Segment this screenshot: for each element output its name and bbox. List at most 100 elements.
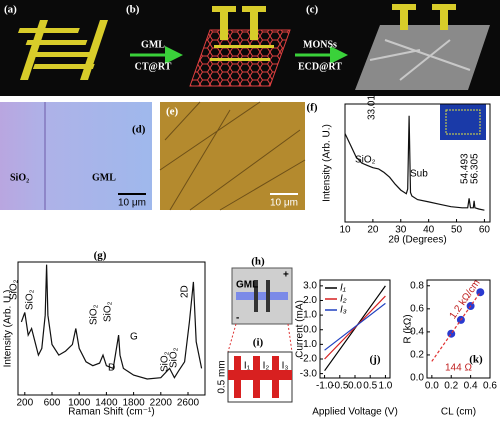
x-tick-label: 0.4 — [464, 381, 478, 392]
y-tick-label: -3.0 — [300, 368, 318, 379]
y-tick-label: 0.4 — [410, 327, 424, 338]
x-tick-label: 200 — [16, 398, 33, 409]
legend-label: I₂ — [340, 294, 347, 305]
electrode — [272, 356, 279, 398]
x-tick-label: 0.2 — [444, 381, 458, 392]
x-tick-label: 1800 — [122, 398, 145, 409]
y-tick-label: 1.0 — [303, 310, 317, 321]
x-axis-label: Raman Shift (cm⁻¹) — [68, 407, 154, 418]
panel-label: (g) — [94, 250, 107, 262]
region-label: SiO₂ — [10, 172, 29, 183]
inset-outline — [445, 109, 481, 135]
x-tick-label: 40 — [423, 225, 435, 236]
annotation: G — [130, 332, 138, 343]
x-tick-label: 2600 — [177, 398, 200, 409]
panel-label: (d) — [132, 124, 146, 136]
arrow-label: CT@RT — [135, 61, 172, 72]
current-label: I₂ — [263, 361, 270, 372]
x-axis-label: CL (cm) — [441, 407, 476, 418]
annotation: 2D — [180, 285, 191, 298]
current-label: I₃ — [282, 361, 289, 372]
graphene-b — [189, 6, 291, 87]
y-axis-label: Intensity (Arb. U.) — [322, 124, 333, 202]
panel-label: (c) — [306, 4, 319, 16]
zoom-line — [227, 323, 237, 353]
current-label: I₁ — [244, 361, 251, 372]
y-tick-label: 3.0 — [303, 280, 317, 291]
x-tick-label: 30 — [395, 225, 407, 236]
data-point — [447, 329, 456, 338]
electrode — [234, 356, 241, 398]
x-tick-label: 50 — [451, 225, 463, 236]
arrow-label: ECD@RT — [298, 61, 342, 72]
contact — [266, 280, 270, 312]
scale-label: 10 μm — [270, 198, 298, 209]
annotation: SiO₂ — [89, 304, 100, 325]
electrode-a — [17, 20, 108, 80]
annotation: SiO₂ — [355, 155, 376, 166]
texture — [159, 101, 306, 211]
data-line — [344, 115, 485, 211]
annotation: SiO₂ — [25, 289, 36, 310]
data-line — [324, 302, 386, 351]
scale-label: 0.5 mm — [217, 360, 228, 393]
annotation: Sub — [410, 169, 428, 180]
legend-label: I₃ — [340, 305, 347, 316]
panel-label: (i) — [253, 337, 264, 349]
x-tick-label: 60 — [479, 225, 491, 236]
y-tick-label: 0.0 — [303, 324, 317, 335]
y-tick-label: 2.0 — [303, 295, 317, 306]
optical-image — [0, 102, 152, 210]
x-tick-label: 20 — [367, 225, 379, 236]
annotation: D — [108, 363, 115, 374]
terminal: + — [283, 270, 289, 281]
y-tick-label: 0.8 — [410, 280, 424, 291]
y-axis-label: R (kΩ) — [403, 314, 414, 343]
annotation: SiO₂ — [160, 351, 171, 372]
annotation: 144 Ω — [445, 363, 472, 374]
zoom-line — [287, 323, 293, 353]
optical-image — [160, 102, 305, 210]
x-tick-label: 0.6 — [483, 381, 497, 392]
panel-label: (a) — [4, 4, 17, 16]
electrode — [253, 356, 260, 398]
region-label: GML — [92, 172, 116, 183]
x-tick-label: 10 — [339, 225, 351, 236]
y-tick-label: -2.0 — [300, 354, 318, 365]
annotation: SiO₂ — [169, 347, 180, 368]
x-tick-label: 2200 — [150, 398, 173, 409]
device-label: GML — [236, 280, 258, 291]
y-axis-label: Current (mA) — [295, 300, 306, 358]
annotation: 54.493 — [460, 153, 471, 184]
x-tick-label: 1000 — [68, 398, 91, 409]
x-tick-label: 0.0 — [348, 381, 362, 392]
annotation: 33.01 — [367, 95, 378, 120]
annotation: 56.305 — [470, 153, 481, 184]
legend-label: I₁ — [340, 283, 346, 294]
data-line — [20, 264, 203, 380]
sem-c — [355, 4, 490, 90]
plot-frame — [426, 279, 491, 379]
annotation: SiO₂ — [9, 279, 20, 300]
y-axis-label: Intensity (Arb. U.) — [3, 290, 14, 368]
plot-frame — [17, 261, 206, 396]
panel-label: (f) — [307, 102, 318, 114]
x-tick-label: 0.0 — [425, 381, 439, 392]
terminal: - — [236, 313, 239, 324]
x-tick-label: -0.5 — [331, 381, 349, 392]
annotation: SiO₂ — [103, 301, 114, 322]
x-tick-label: 0.5 — [363, 381, 377, 392]
gml-strip — [236, 292, 288, 300]
data-line — [431, 291, 481, 362]
x-tick-label: -1.0 — [316, 381, 334, 392]
y-tick-label: 0.2 — [410, 350, 424, 361]
y-tick-label: 0.0 — [410, 373, 424, 384]
x-tick-label: 1.0 — [378, 381, 392, 392]
panel-label: (h) — [251, 256, 265, 268]
y-tick-label: 0.6 — [410, 303, 424, 314]
arrow-label: GML — [141, 39, 165, 50]
plot-frame — [344, 103, 491, 223]
arrow-label: MONSs — [303, 39, 337, 50]
x-tick-label: 1400 — [95, 398, 118, 409]
